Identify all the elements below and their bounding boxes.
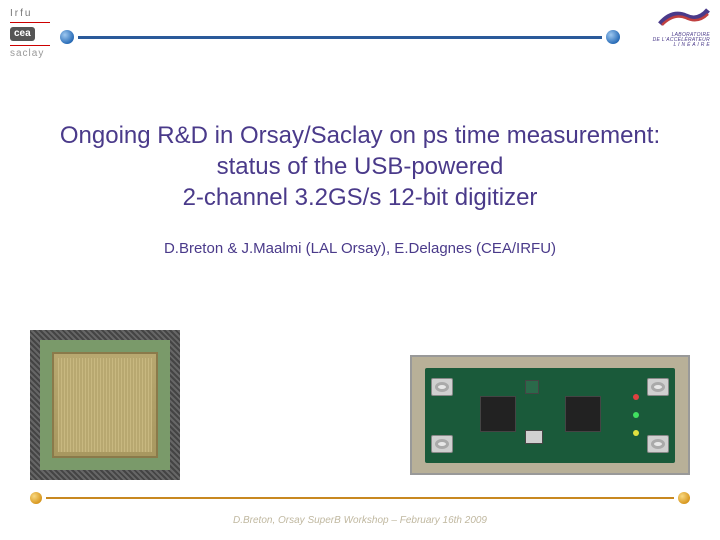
image-digitizer-board [410,355,690,475]
led-green-icon [633,412,639,418]
logo-redline-decoration [10,22,50,23]
chip-die-area [52,352,158,458]
bnc-connector-icon [431,435,453,453]
orange-dot-icon [678,492,690,504]
lal-text-line3: L I N É A I R E [653,43,710,48]
logo-redline-decoration [10,45,50,46]
title-line-1: Ongoing R&D in Orsay/Saclay on ps time m… [0,120,720,151]
pcb-board [425,368,675,463]
blue-line-decoration [78,36,602,39]
bnc-connector-icon [647,378,669,396]
ic-chip-icon [480,396,516,432]
title-line-3: 2-channel 3.2GS/s 12-bit digitizer [0,182,720,213]
logo-irfu-cea-saclay: Irfu cea saclay [10,8,50,60]
blue-dot-icon [60,30,74,44]
blue-dot-icon [606,30,620,44]
small-ic-icon [525,430,543,444]
logo-text-saclay: saclay [10,48,50,60]
orange-dot-icon [30,492,42,504]
logo-text-irfu: Irfu [10,8,50,20]
logo-text-cea: cea [10,27,35,41]
lal-swoosh-icon [658,6,710,33]
header: Irfu cea saclay LABORATOIRE DE L'ACCÉLÉR… [0,0,720,60]
led-icon [525,380,539,394]
footer-text: D.Breton, Orsay SuperB Workshop – Februa… [0,515,720,526]
authors: D.Breton & J.Maalmi (LAL Orsay), E.Delag… [0,240,720,257]
ic-chip-icon [565,396,601,432]
logo-lal: LABORATOIRE DE L'ACCÉLÉRATEUR L I N É A … [653,6,710,48]
image-asic-chip [30,330,180,480]
orange-line-decoration [46,497,674,499]
bnc-connector-icon [647,435,669,453]
bottom-divider [30,492,690,504]
slide-title: Ongoing R&D in Orsay/Saclay on ps time m… [0,120,720,214]
led-red-icon [633,394,639,400]
title-line-2: status of the USB-powered [0,151,720,182]
led-yellow-icon [633,430,639,436]
chip-circuitry [58,358,152,452]
top-divider [60,30,620,44]
bnc-connector-icon [431,378,453,396]
